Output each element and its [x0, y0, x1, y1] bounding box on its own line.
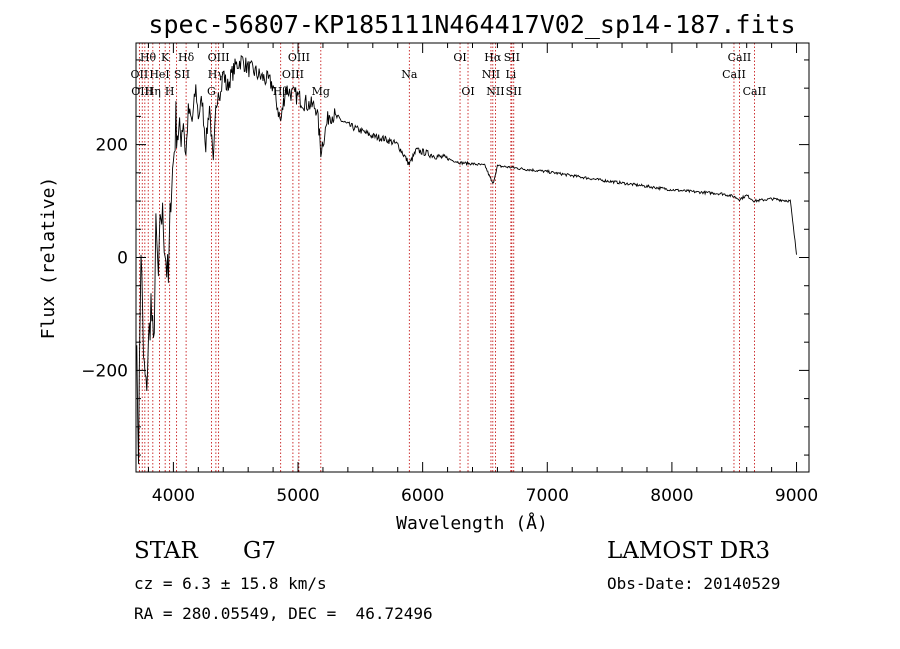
chart-title: spec-56807-KP185111N464417V02_sp14-187.f… [148, 10, 795, 39]
x-tick-label: 9000 [775, 486, 818, 506]
x-axis-label: Wavelength (Å) [396, 512, 548, 534]
x-tick-label: 6000 [401, 486, 444, 506]
spectral-line-label: OIII [288, 51, 310, 64]
x-tick-label: 7000 [526, 486, 569, 506]
spectral-line-label: Hη [145, 85, 161, 98]
y-axis-label: Flux (relative) [38, 177, 59, 340]
x-tick-label: 8000 [650, 486, 693, 506]
spectral-line-label: NII [486, 85, 504, 98]
spectral-line-label: OI [461, 85, 474, 98]
spectral-line-label: HeI [149, 68, 169, 81]
y-tick-label: 0 [117, 249, 128, 269]
spectrum-line [135, 54, 797, 465]
spectral-line-markers [138, 43, 755, 472]
spectral-line-label: Li [505, 68, 516, 81]
spectral-line-label: Mg [312, 85, 330, 98]
spectral-line-label: CaII [743, 85, 767, 98]
spectral-line-label: SII [504, 51, 520, 64]
spectral-line-label: OIII [208, 51, 230, 64]
object-class: STAR [134, 538, 198, 564]
x-tick-label: 4000 [152, 486, 195, 506]
x-tick-label: 5000 [276, 486, 319, 506]
spectral-line-label: SII [174, 68, 190, 81]
spectral-line-label: CaII [728, 51, 752, 64]
spectral-line-label: H [165, 85, 175, 98]
coordinates: RA = 280.05549, DEC = 46.72496 [134, 604, 433, 623]
spectral-line-label: OII [131, 68, 149, 81]
survey-name: LAMOST DR3 [607, 538, 771, 564]
spectral-line-label: SII [506, 85, 522, 98]
y-tick-label: 200 [96, 136, 128, 156]
spectral-line-label: OI [453, 51, 466, 64]
spectral-line-label: CaII [722, 68, 746, 81]
spectral-line-label: Na [401, 68, 418, 81]
spectral-line-label: K [161, 51, 170, 64]
spectral-line-label: NII [482, 68, 500, 81]
obs-date: Obs-Date: 20140529 [607, 574, 781, 593]
spectral-line-label: OIII [282, 68, 304, 81]
spectral-line-label: Hθ [140, 51, 157, 64]
spectral-line-label: G [207, 85, 216, 98]
spectral-line-label: Hγ [208, 68, 225, 81]
spectrum-series [135, 54, 797, 465]
axes: 4000 5000 6000 7000 8000 9000 −200 0 200 [81, 43, 818, 506]
y-tick-label: −200 [81, 361, 128, 381]
object-subclass: G7 [243, 538, 277, 564]
spectral-line-label: Hδ [178, 51, 195, 64]
plot-frame [135, 42, 810, 473]
redshift-text: cz = 6.3 ± 15.8 km/s [134, 574, 327, 593]
spectral-line-label: Hα [484, 51, 502, 64]
